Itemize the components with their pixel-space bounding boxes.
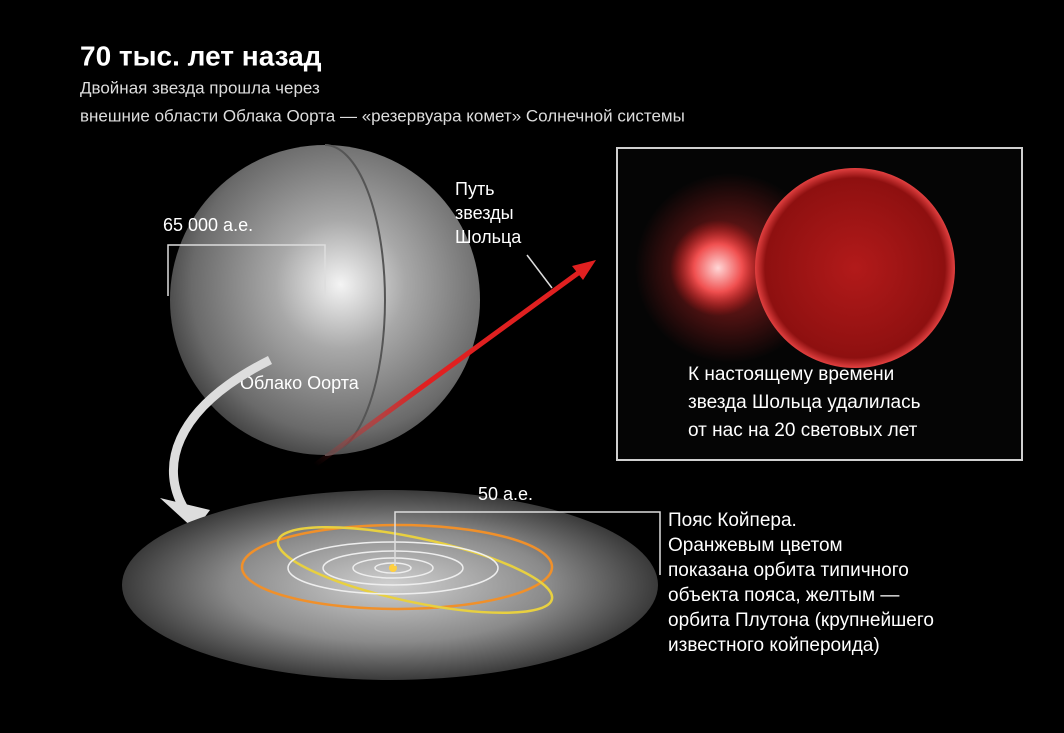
radius-label: 65 000 а.е. [163, 215, 253, 235]
subtitle: внешние области Облака Оорта — «резервуа… [80, 106, 685, 125]
brown-dwarf [755, 168, 955, 368]
kuiper-caption: Оранжевым цветом [668, 535, 843, 556]
title: 70 тыс. лет назад [80, 40, 322, 71]
kuiper-radius-label: 50 а.е. [478, 484, 533, 504]
sun [389, 564, 397, 572]
kuiper-caption: известного койпероида) [668, 635, 880, 656]
path-label: Шольца [455, 227, 522, 247]
kuiper-caption: Пояс Койпера. [668, 510, 797, 531]
inset-caption: звезда Шольца удалилась [688, 392, 921, 413]
kuiper-caption: объекта пояса, желтым — [668, 585, 899, 606]
kuiper-caption: показана орбита типичного [668, 560, 909, 581]
path-label: Путь [455, 179, 495, 199]
subtitle: Двойная звезда прошла через [80, 78, 320, 97]
oort-label: Облако Оорта [240, 373, 360, 393]
inset-caption: К настоящему времени [688, 364, 894, 385]
oort-sphere [170, 145, 480, 455]
kuiper-caption: орбита Плутона (крупнейшего [668, 610, 934, 631]
infographic: 70 тыс. лет назад Двойная звезда прошла … [0, 0, 1064, 733]
inset-caption: от нас на 20 световых лет [688, 420, 918, 441]
path-label: звезды [455, 203, 514, 223]
small-star [670, 220, 766, 316]
page: {"header": {"title": "70 тыс. лет назад"… [0, 0, 1064, 733]
